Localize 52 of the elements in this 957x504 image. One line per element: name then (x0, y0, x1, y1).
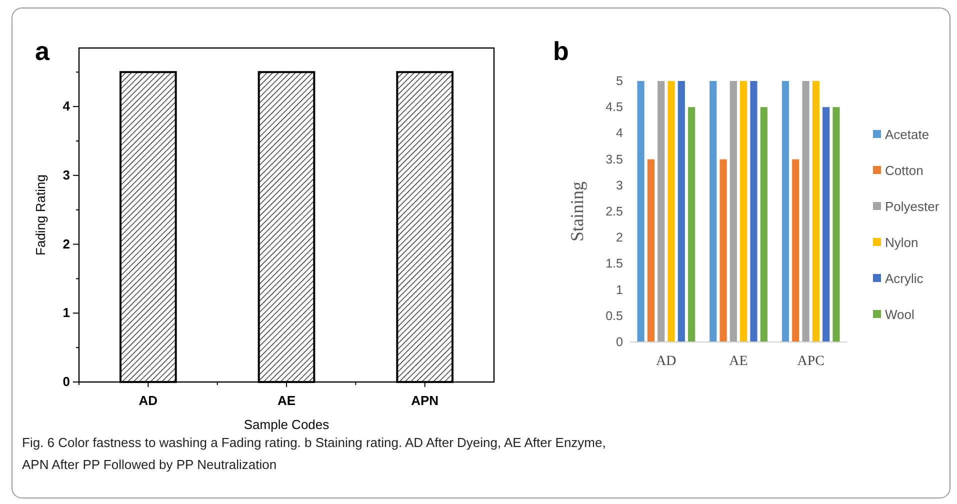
y-axis-title: Staining (567, 181, 587, 242)
y-tick-label: 4 (62, 98, 71, 114)
bar (658, 81, 665, 342)
x-tick-label: APC (797, 354, 824, 369)
x-tick-label: AE (277, 393, 296, 408)
y-tick-label: 0.5 (606, 308, 624, 323)
bar (832, 107, 840, 342)
bar (750, 81, 758, 342)
bar (688, 107, 696, 342)
legend-label: Cotton (885, 163, 924, 178)
y-tick-label: 3 (62, 167, 70, 182)
bar (730, 81, 737, 342)
bar (782, 81, 790, 342)
x-axis-title: Sample Codes (244, 417, 330, 432)
y-tick-label: 1 (62, 305, 70, 320)
bar (812, 81, 820, 342)
y-tick-label: 5 (616, 74, 624, 88)
bar (760, 107, 768, 342)
y-tick-label: 2 (62, 236, 70, 252)
x-tick-label: AE (729, 354, 748, 369)
y-tick-label: 2.5 (606, 204, 624, 218)
x-tick-label: AD (138, 393, 158, 408)
y-tick-label: 2 (616, 230, 624, 245)
bar (710, 81, 717, 342)
y-tick-label: 0 (616, 335, 624, 349)
legend-label: Polyester (885, 199, 940, 214)
bar (637, 81, 644, 342)
chart-title: b (553, 36, 569, 66)
legend-label: Acrylic (885, 271, 924, 286)
bar (668, 81, 675, 342)
bar (678, 81, 685, 342)
y-tick-label: 1 (616, 282, 624, 297)
y-axis-title: Fading Rating (33, 174, 48, 256)
legend-label: Wool (885, 307, 914, 322)
y-tick-label: 4 (616, 126, 624, 140)
caption: Fig. 6 Color fastness to washing a Fading rating. b Staining rating. AD After Dyeing, AE After Enzyme, APN After PP Followed by PP Neutralization (22, 435, 606, 472)
chart-title: a (35, 36, 50, 66)
bar (720, 159, 727, 342)
bar (822, 107, 830, 342)
bar (792, 159, 800, 342)
y-tick-label: 0 (62, 374, 70, 389)
bar (802, 81, 810, 342)
legend-label: Nylon (885, 235, 918, 250)
x-tick-label: APN (411, 393, 439, 408)
y-tick-label: 3 (616, 178, 624, 192)
y-tick-label: 1.5 (606, 256, 624, 271)
bar (647, 159, 654, 342)
legend-label: Acetate (885, 127, 930, 142)
bar (740, 81, 748, 342)
x-tick-label: AD (656, 354, 676, 369)
y-tick-label: 4.5 (606, 100, 624, 114)
y-tick-label: 3.5 (606, 152, 624, 166)
